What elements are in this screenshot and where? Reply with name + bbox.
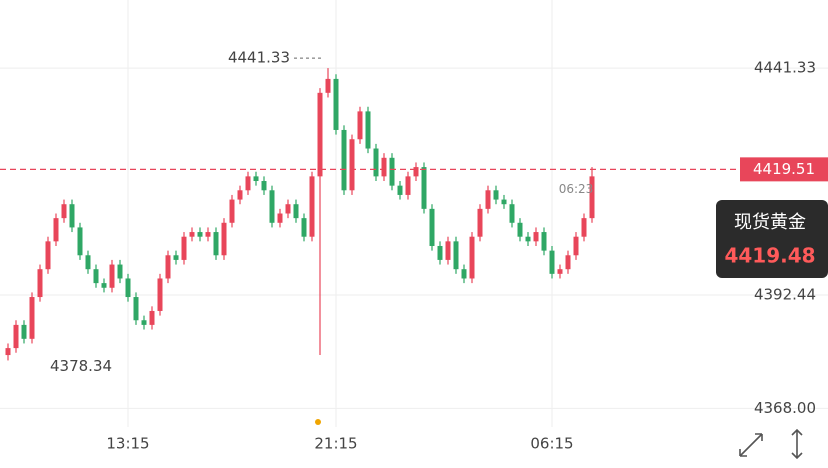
- candle-body: [437, 245, 443, 260]
- x-tick-label: 21:15: [314, 435, 357, 453]
- last-price-box: [740, 157, 828, 182]
- candle-body: [301, 218, 307, 237]
- candle-body: [317, 92, 323, 177]
- high-annotation: 4441.33: [228, 49, 290, 67]
- candle-body: [421, 167, 427, 209]
- quote-price: 4419.48: [724, 244, 815, 268]
- candle-body: [237, 190, 243, 200]
- candle-body: [93, 269, 99, 284]
- candle-body: [397, 185, 403, 195]
- candle-body: [117, 264, 123, 279]
- candle-body: [5, 348, 11, 356]
- quote-name: 现货黄金: [734, 212, 806, 233]
- scale-icon[interactable]: [791, 428, 803, 460]
- candle-body: [133, 297, 139, 321]
- candle-body: [541, 232, 547, 251]
- low-annotation: 4378.34: [50, 357, 112, 375]
- candle-body: [445, 241, 451, 260]
- candle-body: [269, 190, 275, 223]
- candle-body: [245, 176, 251, 191]
- candle-body: [229, 199, 235, 223]
- candle-body: [309, 176, 315, 237]
- candle-body: [205, 232, 211, 237]
- candle-body: [197, 232, 203, 237]
- x-tick-label: 06:15: [530, 435, 573, 453]
- candle-body: [61, 204, 67, 219]
- candle-body: [485, 190, 491, 209]
- candle-body: [109, 264, 115, 288]
- candle-body: [85, 255, 91, 270]
- candle-body: [261, 181, 267, 191]
- candle-body: [277, 213, 283, 223]
- candle-body: [325, 78, 331, 93]
- candle-body: [533, 232, 539, 242]
- y-tick-label: 4368.00: [754, 399, 816, 417]
- candle-body: [501, 199, 507, 205]
- candle-body: [589, 176, 595, 219]
- candle-body: [213, 232, 219, 256]
- candle-body: [509, 204, 515, 223]
- candle-body: [21, 324, 27, 339]
- candle-body: [165, 255, 171, 279]
- candle-body: [365, 111, 371, 149]
- candle-body: [293, 204, 299, 219]
- candle-body: [333, 78, 339, 130]
- candle-body: [77, 227, 83, 256]
- candle-body: [141, 320, 147, 325]
- candle-body: [453, 241, 459, 270]
- last-price-label: 4419.51: [753, 160, 815, 178]
- candle-body: [173, 255, 179, 260]
- candle-body: [581, 218, 587, 237]
- expand-icon[interactable]: [739, 433, 763, 457]
- candle-body: [573, 236, 579, 256]
- candle-body: [493, 190, 499, 200]
- marker-dot: [315, 419, 321, 425]
- candle-body: [477, 208, 483, 237]
- candle-body: [413, 167, 419, 177]
- candle-body: [221, 222, 227, 256]
- candle-body: [549, 250, 555, 274]
- candle-body: [565, 255, 571, 270]
- candle-body: [125, 278, 131, 298]
- candle-body: [357, 111, 363, 140]
- candle-body: [525, 236, 531, 242]
- candle-body: [461, 269, 467, 279]
- candle-body: [469, 236, 475, 279]
- candle-body: [149, 310, 155, 325]
- y-tick-label: 4441.33: [754, 59, 816, 77]
- candle-body: [37, 269, 43, 298]
- countdown: 06:23: [559, 182, 594, 196]
- candle-body: [157, 278, 163, 311]
- candle-body: [13, 324, 19, 349]
- candle-body: [429, 208, 435, 246]
- candle-body: [341, 129, 347, 191]
- candle-body: [373, 148, 379, 177]
- candle-body: [101, 283, 107, 288]
- y-tick-label: 4392.44: [754, 286, 816, 304]
- candle-body: [349, 139, 355, 191]
- candle-body: [69, 204, 75, 228]
- candle-body: [181, 236, 187, 260]
- candle-body: [45, 241, 51, 270]
- candle-body: [517, 222, 523, 237]
- candle-body: [189, 232, 195, 237]
- candle-body: [53, 218, 59, 242]
- candle-body: [389, 157, 395, 186]
- x-tick-label: 13:15: [106, 435, 149, 453]
- candle-body: [557, 269, 563, 274]
- candle-body: [405, 176, 411, 195]
- plot: 4441.33 4392.44 4368.00 13:15 21:15 06:15 4419…: [0, 0, 828, 453]
- candle-body: [285, 204, 291, 214]
- candle-body: [253, 176, 259, 182]
- candle-body: [381, 157, 387, 177]
- candle-body: [29, 297, 35, 339]
- quote-box: [716, 200, 828, 278]
